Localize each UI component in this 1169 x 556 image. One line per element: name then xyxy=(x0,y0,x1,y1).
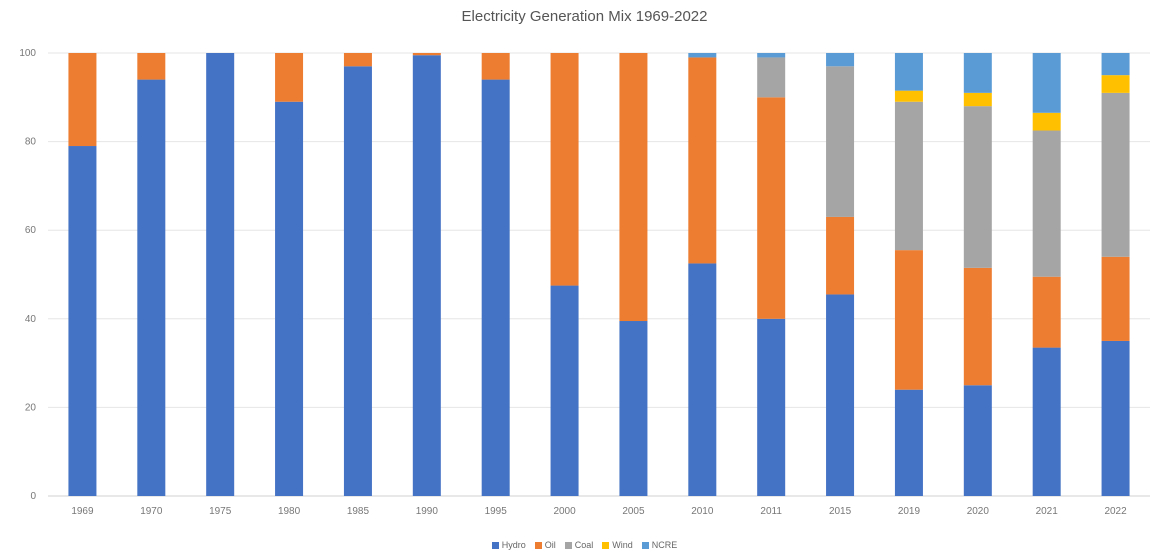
bar-segment-oil-2000 xyxy=(550,53,579,286)
bar-segment-oil-2005 xyxy=(619,53,648,322)
bar-segment-hydro-2010 xyxy=(688,263,717,496)
bars xyxy=(68,53,1130,497)
bar-segment-hydro-2021 xyxy=(1032,347,1061,496)
bar-segment-hydro-1990 xyxy=(412,55,441,497)
bar-segment-hydro-1969 xyxy=(68,146,97,496)
x-axis-ticks: 1969 1970 1975 1980 1985 1990 1995 2000 2005 2010… xyxy=(71,506,1127,517)
bar-segment-wind-2021 xyxy=(1032,112,1061,131)
bar-segment-wind-2020 xyxy=(963,92,992,107)
bar-segment-oil-1990 xyxy=(412,53,441,56)
bar-segment-ncre-2021 xyxy=(1032,53,1061,113)
bar-segment-oil-2020 xyxy=(963,267,992,386)
bar-segment-hydro-2011 xyxy=(757,318,786,496)
x-tick-label: 2021 xyxy=(1036,506,1059,517)
legend-label: NCRE xyxy=(651,540,678,550)
x-tick-label: 2020 xyxy=(967,506,990,517)
x-tick-label: 1985 xyxy=(347,506,370,517)
y-tick-label: 80 xyxy=(25,137,37,148)
x-tick-label: 2011 xyxy=(760,506,782,517)
legend-label: Coal xyxy=(574,540,594,550)
x-tick-label: 2015 xyxy=(829,506,852,517)
bar-segment-oil-1980 xyxy=(275,53,304,102)
x-tick-label: 2005 xyxy=(622,506,645,517)
bar-segment-wind-2022 xyxy=(1101,75,1130,93)
bar-segment-ncre-2011 xyxy=(757,53,786,58)
bar-segment-coal-2021 xyxy=(1032,130,1061,277)
bar-segment-coal-2022 xyxy=(1101,92,1130,257)
y-tick-label: 20 xyxy=(25,402,37,413)
legend-swatch xyxy=(641,541,649,549)
bar-segment-wind-2019 xyxy=(894,90,923,102)
legend-swatch xyxy=(491,541,499,549)
bar-segment-hydro-2005 xyxy=(619,321,648,496)
bar-segment-hydro-2000 xyxy=(550,285,579,496)
legend-item-wind: Wind xyxy=(602,540,633,550)
y-tick-label: 100 xyxy=(19,48,36,59)
legend-swatch xyxy=(602,541,610,549)
bar-segment-coal-2019 xyxy=(894,101,923,251)
x-tick-label: 2022 xyxy=(1104,506,1127,517)
bar-segment-hydro-2015 xyxy=(826,294,855,496)
bar-segment-oil-2015 xyxy=(826,216,855,295)
bar-segment-hydro-1975 xyxy=(206,53,235,496)
legend-item-oil: Oil xyxy=(534,540,556,550)
bar-segment-oil-2021 xyxy=(1032,276,1061,348)
x-tick-label: 2019 xyxy=(898,506,921,517)
x-tick-label: 2010 xyxy=(691,506,714,517)
bar-segment-hydro-2020 xyxy=(963,385,992,496)
x-tick-label: 1969 xyxy=(71,506,94,517)
legend: Hydro Oil Coal Wind NCRE xyxy=(0,540,1169,550)
bar-segment-oil-1970 xyxy=(137,53,166,80)
bar-segment-coal-2020 xyxy=(963,106,992,268)
bar-segment-hydro-1995 xyxy=(481,79,510,496)
bar-segment-oil-2010 xyxy=(688,57,717,264)
bar-segment-coal-2011 xyxy=(757,57,786,98)
x-tick-label: 1975 xyxy=(209,506,232,517)
x-tick-label: 1980 xyxy=(278,506,301,517)
y-axis-ticks: 0 20 40 60 80 100 xyxy=(19,48,36,502)
legend-label: Wind xyxy=(612,540,633,550)
bar-segment-ncre-2022 xyxy=(1101,53,1130,76)
bar-segment-oil-1969 xyxy=(68,53,97,147)
bar-segment-hydro-1970 xyxy=(137,79,166,496)
bar-segment-hydro-1980 xyxy=(275,101,304,496)
bar-segment-hydro-2019 xyxy=(894,389,923,496)
bar-segment-hydro-2022 xyxy=(1101,340,1130,496)
bar-segment-ncre-2019 xyxy=(894,53,923,91)
bar-segment-oil-1995 xyxy=(481,53,510,80)
legend-swatch xyxy=(534,541,542,549)
bar-segment-ncre-2015 xyxy=(826,53,855,67)
chart-title: Electricity Generation Mix 1969-2022 xyxy=(461,8,708,25)
bar-segment-coal-2015 xyxy=(826,66,855,217)
y-tick-label: 0 xyxy=(30,491,36,502)
legend-label: Hydro xyxy=(501,540,526,550)
bar-segment-oil-2022 xyxy=(1101,256,1130,341)
legend-item-hydro: Hydro xyxy=(491,540,526,550)
bar-segment-oil-2011 xyxy=(757,97,786,319)
legend-label: Oil xyxy=(544,540,556,550)
x-tick-label: 1990 xyxy=(416,506,439,517)
x-tick-label: 2000 xyxy=(553,506,576,517)
y-tick-label: 60 xyxy=(25,225,37,236)
x-tick-label: 1970 xyxy=(140,506,163,517)
y-tick-label: 40 xyxy=(25,314,37,325)
bar-segment-hydro-1985 xyxy=(343,66,372,496)
bar-segment-ncre-2020 xyxy=(963,53,992,93)
legend-swatch xyxy=(564,541,572,549)
bar-segment-oil-1985 xyxy=(343,53,372,67)
bar-segment-oil-2019 xyxy=(894,250,923,390)
bar-segment-ncre-2010 xyxy=(688,53,717,58)
legend-item-coal: Coal xyxy=(564,540,594,550)
legend-item-ncre: NCRE xyxy=(641,540,678,550)
x-tick-label: 1995 xyxy=(485,506,508,517)
